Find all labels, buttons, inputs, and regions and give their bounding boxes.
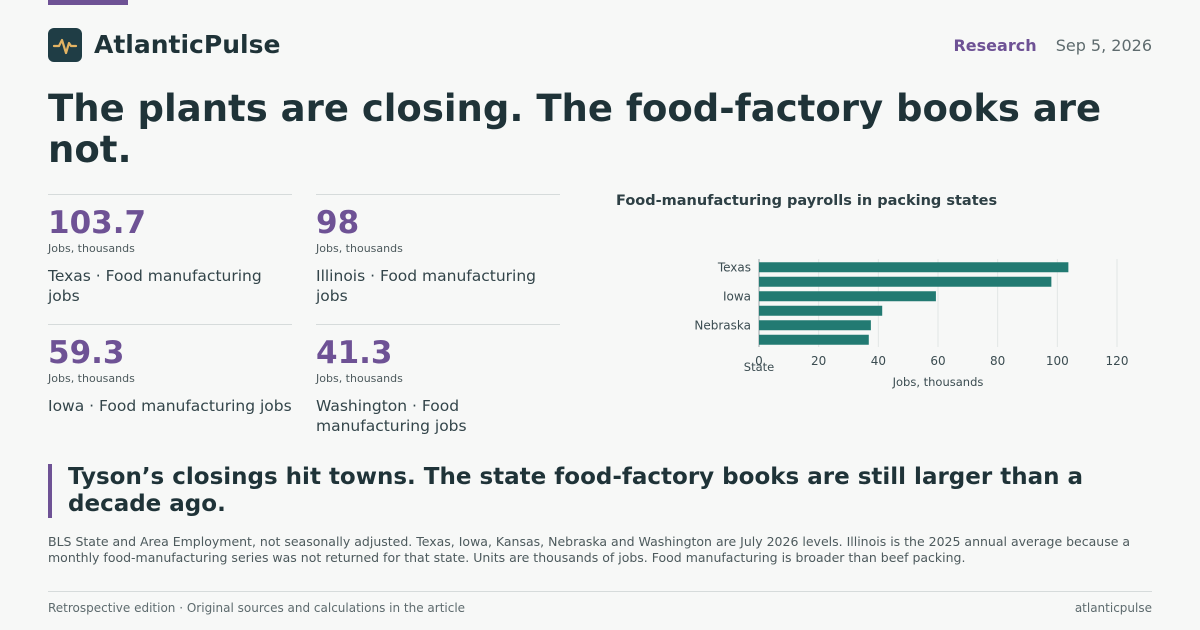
bar-illinois xyxy=(759,276,1052,287)
y-tick-label: Texas xyxy=(717,260,751,274)
bar-chart: Texas Iowa Nebraska 0 20 40 60 80 100 120 Jobs, th… xyxy=(694,259,1129,389)
stat-value: 41.3 xyxy=(316,335,393,371)
x-tick-label: 100 xyxy=(1046,354,1069,368)
bar-nebraska xyxy=(759,320,871,331)
stat-unit: Jobs, thousands xyxy=(316,242,403,255)
stat-unit: Jobs, thousands xyxy=(48,242,135,255)
stat-card-illinois: 98 Jobs, thousands Illinois · Food manuf… xyxy=(316,194,560,306)
x-tick-label: 60 xyxy=(930,354,945,368)
section-link[interactable]: Research xyxy=(953,36,1037,55)
top-accent-bar xyxy=(48,0,128,5)
bar-washington xyxy=(759,305,883,316)
publish-date: Sep 5, 2026 xyxy=(1055,36,1152,55)
bar-iowa xyxy=(759,291,936,302)
stat-unit: Jobs, thousands xyxy=(316,372,403,385)
footer: Retrospective edition · Original sources… xyxy=(48,591,1152,615)
x-tick-label: 120 xyxy=(1106,354,1129,368)
x-tick-label: 80 xyxy=(990,354,1005,368)
stat-value: 103.7 xyxy=(48,205,147,241)
bar-kansas xyxy=(759,334,869,345)
takeaway-quote: Tyson’s closings hit towns. The state fo… xyxy=(48,464,1152,518)
footer-site[interactable]: atlanticpulse xyxy=(1074,601,1152,615)
x-tick-label: 20 xyxy=(811,354,826,368)
stat-label: Texas · Food manufacturing jobs xyxy=(48,267,262,305)
stat-card-texas: 103.7 Jobs, thousands Texas · Food manuf… xyxy=(48,194,292,306)
x-axis-title: Jobs, thousands xyxy=(892,375,984,389)
headline: The plants are closing. The food-factory… xyxy=(48,87,1102,171)
stat-card-washington: 41.3 Jobs, thousands Washington · Food m… xyxy=(316,324,560,436)
footer-edition: Retrospective edition · Original sources… xyxy=(48,601,466,615)
stat-label: Washington · Food manufacturing jobs xyxy=(316,397,467,435)
source-note: BLS State and Area Employment, not seaso… xyxy=(48,534,1131,565)
y-tick-label: Nebraska xyxy=(694,318,751,332)
stat-label: Iowa · Food manufacturing jobs xyxy=(48,397,292,415)
chart-title: Food-manufacturing payrolls in packing s… xyxy=(616,193,998,209)
y-tick-label: Iowa xyxy=(723,289,751,303)
bar-texas xyxy=(759,262,1069,273)
x-tick-label: 0 xyxy=(755,354,763,368)
stat-label: Illinois · Food manufacturing jobs xyxy=(316,267,537,305)
stat-unit: Jobs, thousands xyxy=(48,372,135,385)
header-meta: Research Sep 5, 2026 xyxy=(953,36,1152,56)
site-header: AtlanticPulse Research Sep 5, 2026 xyxy=(48,28,1152,64)
logo[interactable] xyxy=(48,28,82,62)
pulse-icon xyxy=(52,38,78,55)
stat-value: 98 xyxy=(316,205,360,241)
stat-value: 59.3 xyxy=(48,335,125,371)
stat-card-iowa: 59.3 Jobs, thousands Iowa · Food manufac… xyxy=(48,324,292,416)
brand-name[interactable]: AtlanticPulse xyxy=(94,30,281,59)
x-tick-label: 40 xyxy=(871,354,886,368)
y-axis-title: State xyxy=(744,360,774,374)
